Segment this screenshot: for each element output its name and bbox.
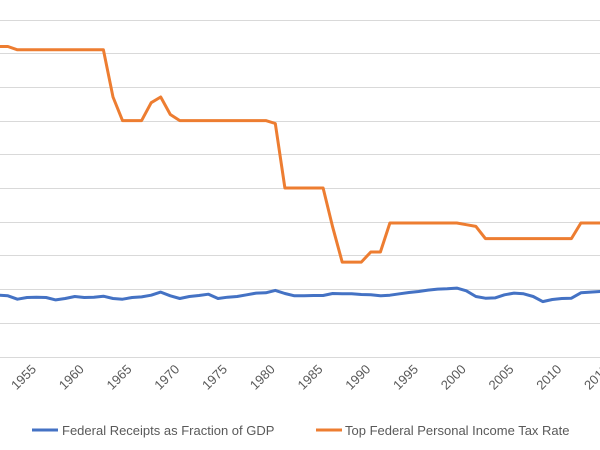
x-tick-label: 1995: [390, 362, 421, 393]
legend-label: Federal Receipts as Fraction of GDP: [62, 423, 274, 438]
x-tick-label: 1970: [151, 362, 182, 393]
series-line-1: [0, 286, 600, 304]
x-tick-label: 2010: [533, 362, 564, 393]
x-tick-label: 2005: [486, 362, 517, 393]
x-tick-label: 2015: [581, 362, 600, 393]
x-axis-tick-labels: 1955 1960 1965 1970 1975 1980 1985 1990 1995 2000…: [8, 362, 600, 393]
legend: Federal Receipts as Fraction of GDP Top F…: [32, 423, 570, 438]
x-tick-label: 1955: [8, 362, 39, 393]
series-line-2: [0, 45, 600, 264]
x-tick-label: 1990: [342, 362, 373, 393]
x-tick-label: 1980: [247, 362, 278, 393]
x-tick-label: 1965: [104, 362, 135, 393]
x-tick-label: 1960: [56, 362, 87, 393]
x-tick-label: 1985: [295, 362, 326, 393]
legend-label: Top Federal Personal Income Tax Rate: [345, 423, 570, 438]
x-tick-label: 2000: [438, 362, 469, 393]
x-tick-label: 1975: [199, 362, 230, 393]
series-lines: [0, 45, 600, 304]
